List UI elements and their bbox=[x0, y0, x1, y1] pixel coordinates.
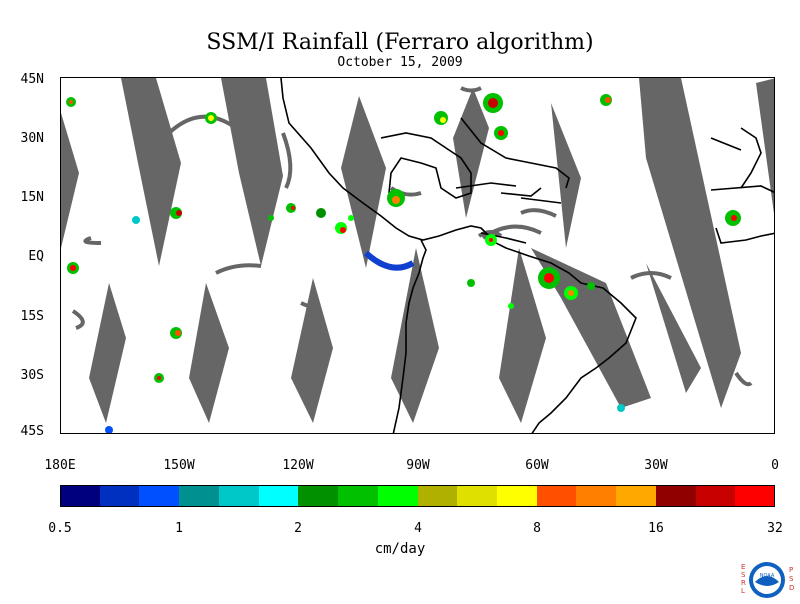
colorbar-swatch bbox=[616, 485, 656, 507]
colorbar-swatch bbox=[576, 485, 616, 507]
esrl-psd-noaa-logo: NOAA E S R L P S D bbox=[738, 560, 796, 600]
colorbar-swatch bbox=[537, 485, 576, 507]
colorbar-swatch bbox=[457, 485, 497, 507]
colorbar-label-16: 16 bbox=[648, 521, 664, 536]
map-canvas bbox=[61, 78, 774, 433]
lat-label-15s: 15S bbox=[20, 309, 44, 324]
lat-label-45n: 45N bbox=[20, 72, 44, 87]
svg-text:L: L bbox=[741, 587, 745, 595]
colorbar-swatch bbox=[497, 485, 537, 507]
colorbar-swatch bbox=[298, 485, 338, 507]
map-title: SSM/I Rainfall (Ferraro algorithm) bbox=[206, 30, 594, 55]
colorbar-swatch bbox=[219, 485, 259, 507]
svg-text:D: D bbox=[789, 584, 794, 592]
colorbar-label-1: 1 bbox=[175, 521, 183, 536]
colorbar-swatch bbox=[696, 485, 735, 507]
colorbar-swatch bbox=[378, 485, 418, 507]
colorbar-label-4: 4 bbox=[414, 521, 422, 536]
colorbar-label-8: 8 bbox=[533, 521, 541, 536]
lat-label-45s: 45S bbox=[20, 424, 44, 439]
lon-label-120w: 120W bbox=[282, 458, 314, 473]
rain-band-arc bbox=[363, 250, 415, 271]
colorbar-swatch bbox=[338, 485, 378, 507]
colorbar-swatch bbox=[139, 485, 179, 507]
logo-center-text: NOAA bbox=[760, 573, 775, 579]
svg-text:R: R bbox=[741, 579, 746, 587]
svg-text:S: S bbox=[789, 575, 794, 583]
lat-label-15n: 15N bbox=[20, 190, 44, 205]
rainfall-map bbox=[60, 77, 775, 434]
swath-gaps bbox=[61, 78, 774, 423]
colorbar-swatch bbox=[259, 485, 298, 507]
svg-text:P: P bbox=[789, 566, 793, 574]
colorbar-swatch bbox=[60, 485, 100, 507]
lat-label-30n: 30N bbox=[20, 131, 44, 146]
lon-label-0: 0 bbox=[771, 458, 779, 473]
colorbar-swatch bbox=[656, 485, 696, 507]
colorbar-swatch bbox=[735, 485, 775, 507]
colorbar-label-2: 2 bbox=[294, 521, 302, 536]
colorbar-swatch bbox=[418, 485, 457, 507]
map-date: October 15, 2009 bbox=[337, 55, 463, 70]
colorbar-label-0.5: 0.5 bbox=[48, 521, 72, 536]
rain-patches bbox=[66, 93, 741, 433]
lat-label-30s: 30S bbox=[20, 368, 44, 383]
lat-label-eq: EQ bbox=[28, 249, 44, 264]
colorbar-swatch bbox=[179, 485, 219, 507]
lon-label-30w: 30W bbox=[644, 458, 668, 473]
colorbar-units: cm/day bbox=[374, 541, 426, 557]
lon-label-150w: 150W bbox=[163, 458, 195, 473]
colorbar-swatch bbox=[100, 485, 139, 507]
svg-text:E: E bbox=[741, 563, 745, 571]
lon-label-90w: 90W bbox=[406, 458, 430, 473]
svg-text:S: S bbox=[741, 571, 746, 579]
colorbar-label-32: 32 bbox=[767, 521, 783, 536]
lon-label-60w: 60W bbox=[525, 458, 549, 473]
lon-label-180e: 180E bbox=[44, 458, 76, 473]
